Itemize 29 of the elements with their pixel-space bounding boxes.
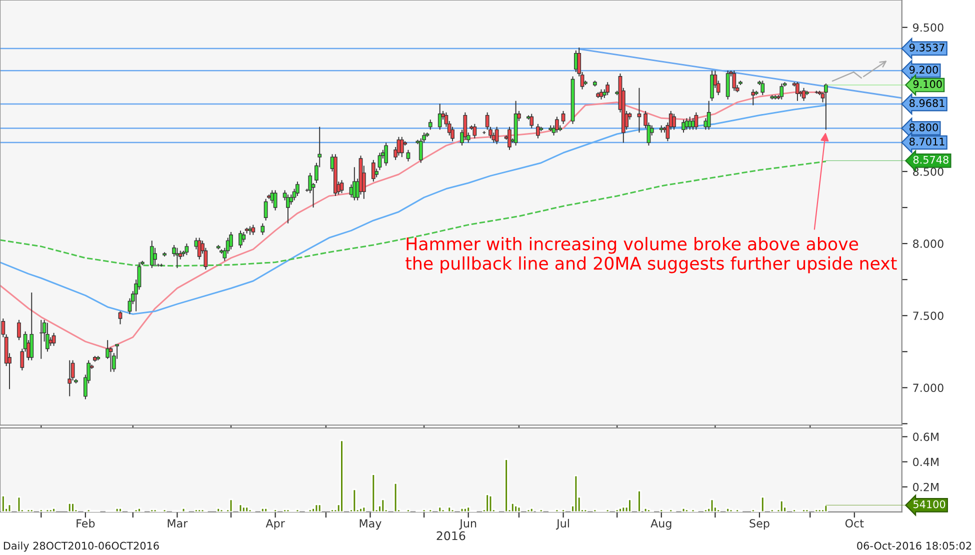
text: Daily 28OCT2010-06OCT2016: [4, 542, 159, 552]
annotation: 8.5748: [913, 156, 948, 164]
ref-line-label: 9.200: [909, 66, 938, 74]
ref-line-label: 8.7011: [910, 138, 944, 146]
text: 06-Oct-2016 18:05:02: [857, 542, 972, 550]
x-axis-title: 2016: [436, 531, 466, 540]
x-tick-label: Jun: [459, 519, 476, 530]
y-tick-label: 0.2M: [913, 482, 938, 492]
y-tick-label: 7.500: [913, 312, 944, 320]
x-tick-label: Aug: [650, 519, 672, 530]
y-tick-label: 8.500: [913, 167, 944, 176]
x-tick-label: May: [360, 519, 382, 530]
y-tick-label: 9.500: [912, 23, 944, 32]
ref-line-label: 8.9681: [910, 99, 944, 108]
x-tick-label: Apr: [266, 519, 285, 530]
annotation: 9.100: [913, 80, 942, 88]
x-tick-label: Jul: [556, 518, 569, 530]
annotation: 54100: [914, 500, 946, 508]
y-tick-label: 7.000: [913, 384, 944, 392]
x-tick-label: Mar: [168, 519, 188, 528]
x-tick-label: Sep: [750, 519, 770, 530]
y-tick-label: 8.000: [913, 240, 944, 248]
x-tick-label: Oct: [845, 519, 864, 528]
y-tick-label: 0.6M: [913, 432, 938, 442]
y-tick-label: 0.4M: [913, 458, 938, 466]
ref-line-label: 8.800: [910, 123, 938, 132]
annotation: Hammer with increasing volume broke above above the pullback line and 20MA suggests further upside next: [406, 236, 897, 274]
x-tick-label: Feb: [76, 518, 95, 528]
ref-line-label: 9.3537: [909, 44, 944, 52]
